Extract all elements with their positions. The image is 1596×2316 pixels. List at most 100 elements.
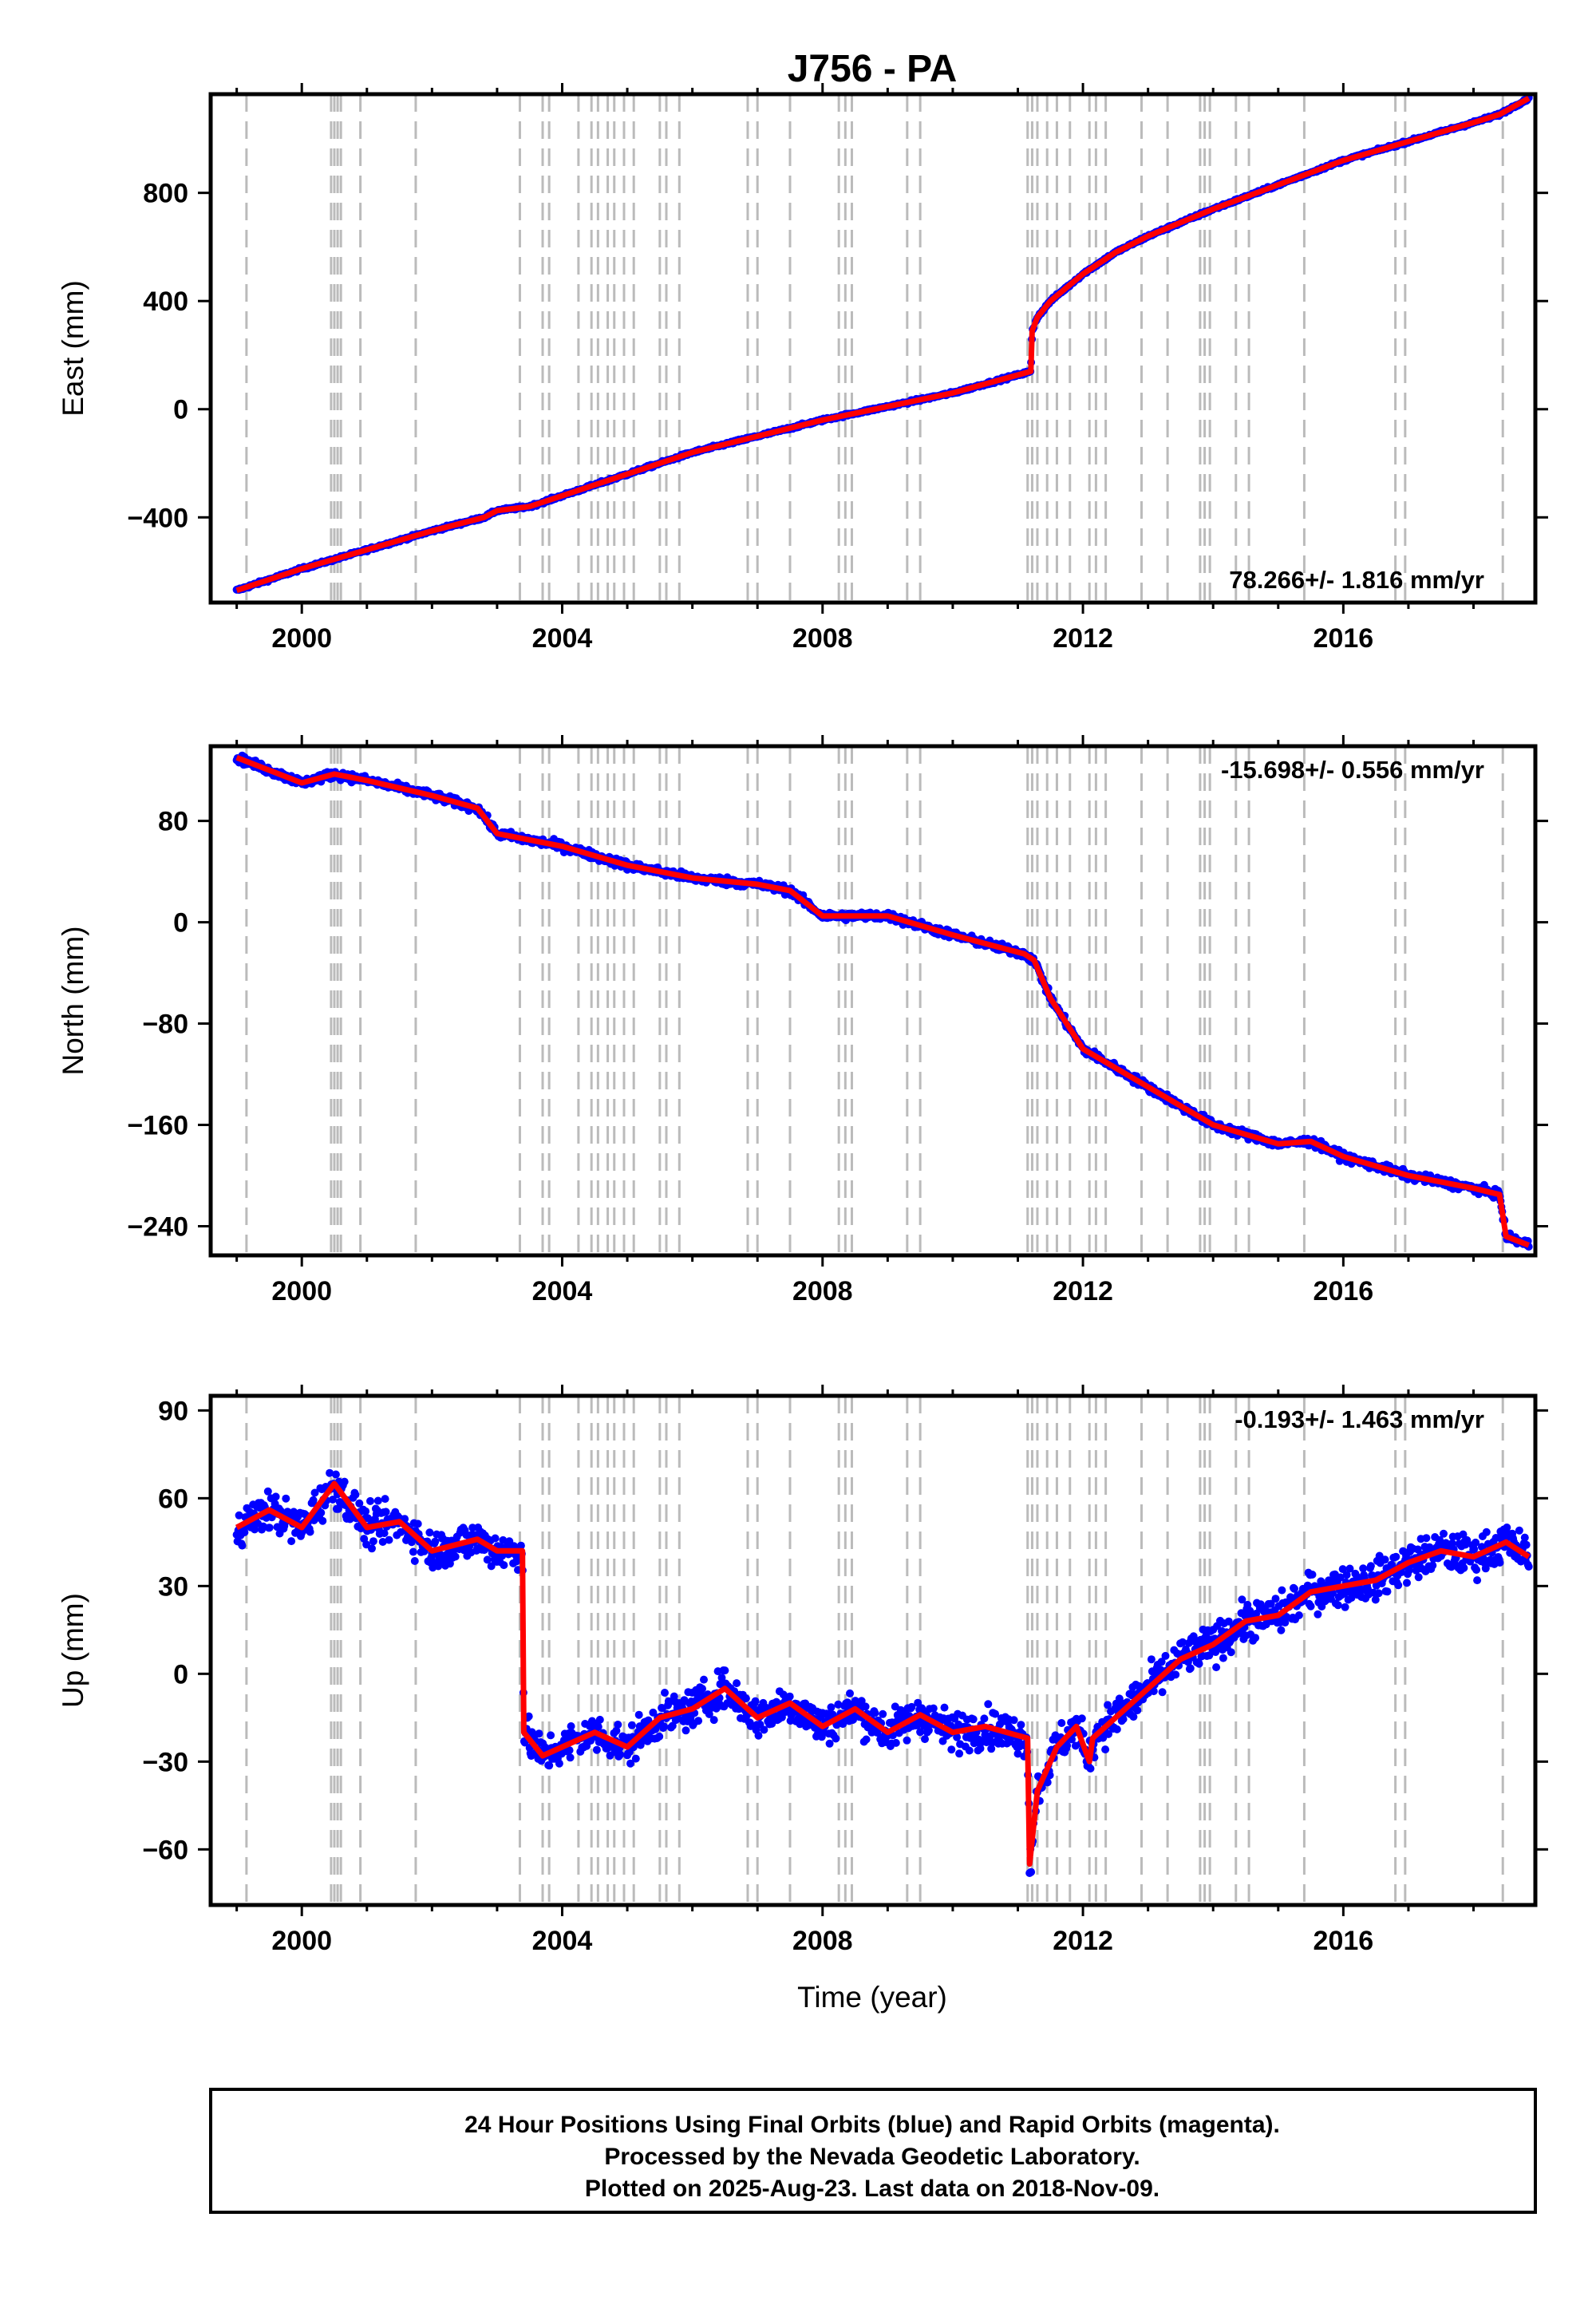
data-point: [965, 1746, 974, 1755]
data-point: [351, 1490, 360, 1499]
data-point: [451, 1552, 460, 1561]
event-lines: [245, 746, 1504, 1255]
data-point: [240, 1528, 249, 1536]
data-point: [627, 1721, 636, 1729]
data-point: [340, 1477, 349, 1486]
data-point: [916, 1728, 925, 1737]
data-point: [491, 1534, 500, 1543]
data-point: [668, 1721, 677, 1730]
data-point: [547, 1731, 555, 1740]
data-point: [717, 1674, 726, 1682]
chart-title: J756 - PA: [788, 48, 958, 90]
data-point: [955, 1749, 964, 1758]
data-point: [1147, 1655, 1156, 1664]
data-point: [1306, 1602, 1315, 1611]
data-point: [287, 1537, 296, 1546]
y-tick-label: −160: [127, 1111, 188, 1141]
data-point: [329, 1496, 337, 1504]
data-point: [832, 1734, 840, 1743]
panel-frame: [208, 92, 1538, 605]
data-point: [409, 1547, 417, 1556]
data-point: [649, 1708, 658, 1717]
data-point: [381, 1495, 389, 1504]
y-tick-label: 400: [143, 287, 188, 317]
data-point: [1314, 1610, 1322, 1618]
data-point: [631, 1754, 640, 1763]
data-point: [309, 1496, 318, 1504]
data-point: [1195, 1659, 1203, 1668]
data-point: [612, 1726, 621, 1735]
data-point: [1157, 1658, 1166, 1666]
data-point: [721, 1666, 729, 1675]
y-tick-label: 800: [143, 179, 188, 209]
data-point: [984, 1700, 993, 1709]
data-point: [1278, 1586, 1286, 1595]
data-point: [1179, 1638, 1187, 1646]
data-point: [1219, 1654, 1227, 1662]
x-axis: 2000 2004 2008 2012 2016: [235, 83, 1476, 654]
data-point: [760, 1725, 768, 1734]
data-point: [655, 1732, 664, 1741]
data-point: [1009, 1716, 1018, 1725]
data-point: [1086, 1765, 1095, 1773]
panel-frame: [208, 744, 1538, 1258]
data-point: [1077, 1714, 1086, 1723]
data-point: [834, 1700, 843, 1709]
data-point: [694, 1717, 703, 1725]
data-point: [425, 1528, 434, 1537]
data-point: [366, 1496, 374, 1505]
series-points: [232, 94, 1533, 595]
data-point: [616, 1750, 625, 1759]
panel-2: 2000 2004 2008 2012 2016−240−160−80080North …: [57, 735, 1548, 1306]
data-point: [282, 1494, 290, 1503]
data-point: [991, 1709, 1000, 1718]
rate-annotation: 78.266+/- 1.816 mm/yr: [1229, 566, 1484, 594]
data-point: [524, 1712, 533, 1721]
data-point: [754, 1731, 763, 1740]
data-point: [1246, 1607, 1254, 1615]
data-point: [1101, 1745, 1110, 1754]
data-point: [825, 1739, 834, 1748]
data-point: [947, 1745, 956, 1754]
data-point: [1057, 1719, 1066, 1727]
data-point: [595, 1715, 604, 1724]
data-point: [410, 1557, 419, 1565]
data-point: [385, 1535, 393, 1544]
data-point: [940, 1703, 949, 1712]
data-point: [733, 1679, 741, 1688]
data-point: [1104, 1729, 1112, 1738]
x-tick-label: 2000: [271, 1276, 332, 1306]
x-tick-label: 2008: [792, 623, 853, 654]
data-point: [1294, 1611, 1303, 1619]
data-point: [594, 1722, 602, 1731]
data-point: [373, 1496, 382, 1505]
x-axis: 2000 2004 2008 2012 2016: [235, 735, 1476, 1306]
data-point: [1017, 1721, 1025, 1729]
data-point: [1238, 1595, 1246, 1604]
data-point: [1277, 1626, 1286, 1634]
data-point: [1043, 1778, 1052, 1787]
data-point: [413, 1520, 422, 1528]
data-point: [567, 1722, 575, 1730]
data-point: [565, 1746, 574, 1755]
data-point: [924, 1726, 933, 1735]
data-point: [849, 1715, 857, 1724]
y-tick-label: 80: [158, 807, 188, 837]
data-point: [238, 1541, 247, 1550]
data-point: [1186, 1664, 1195, 1673]
data-point: [1171, 1670, 1180, 1679]
data-point: [368, 1544, 376, 1553]
data-point: [516, 1541, 525, 1550]
data-point: [614, 1721, 622, 1729]
data-point: [500, 1561, 508, 1570]
data-point: [785, 1692, 794, 1701]
data-point: [380, 1529, 389, 1538]
y-tick-label: 0: [173, 395, 188, 425]
data-point: [1027, 1867, 1036, 1876]
series-points: [232, 751, 1533, 1251]
data-point: [700, 1675, 708, 1684]
data-point: [263, 1487, 272, 1496]
x-tick-label: 2004: [532, 623, 593, 654]
data-point: [1290, 1584, 1298, 1593]
